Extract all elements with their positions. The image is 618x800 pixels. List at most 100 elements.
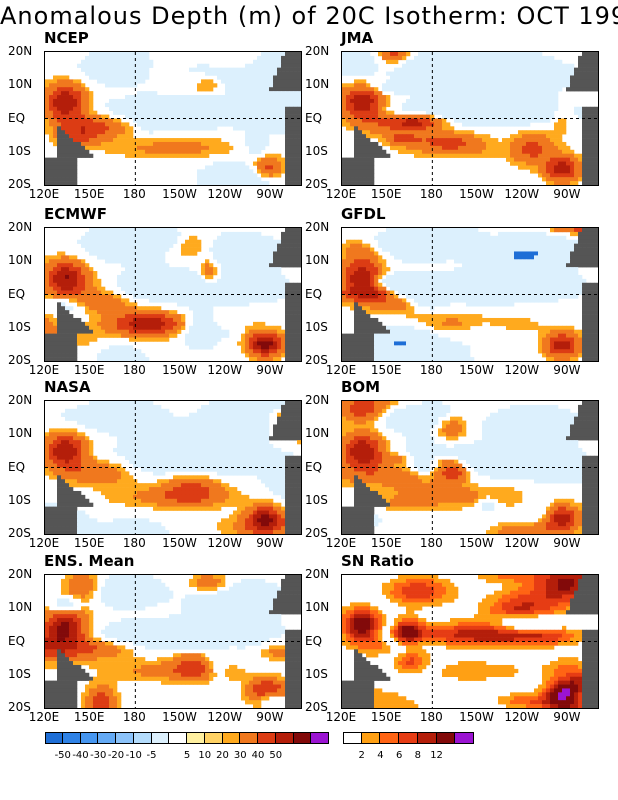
heatmap-cell <box>426 138 431 143</box>
heatmap-cell <box>53 353 58 358</box>
heatmap-cell <box>418 153 423 158</box>
heatmap-cell <box>241 294 246 299</box>
heatmap-cell <box>558 67 563 72</box>
heatmap-cell <box>362 91 367 96</box>
heatmap-cell <box>241 71 246 76</box>
heatmap-cell <box>538 83 543 88</box>
heatmap-cell <box>137 310 142 315</box>
heatmap-cell <box>273 106 278 111</box>
heatmap-cell <box>253 357 258 361</box>
heatmap-cell <box>145 91 150 96</box>
heatmap-cell <box>45 345 50 350</box>
heatmap-cell <box>522 138 527 143</box>
heatmap-cell <box>197 114 202 119</box>
heatmap-cell <box>117 55 122 61</box>
heatmap-cell <box>129 286 134 291</box>
heatmap-cell <box>406 114 411 119</box>
heatmap-cell <box>81 337 86 342</box>
heatmap-cell <box>261 95 266 100</box>
heatmap-cell <box>205 310 210 315</box>
heatmap-cell <box>510 52 515 57</box>
heatmap-cell <box>358 79 363 84</box>
heatmap-cell <box>265 286 270 291</box>
heatmap-cell <box>358 126 363 131</box>
heatmap-cell <box>446 126 451 131</box>
heatmap-cell <box>189 110 194 115</box>
heatmap-cell <box>57 134 62 139</box>
heatmap-cell <box>117 126 122 131</box>
heatmap-cell <box>522 71 527 76</box>
heatmap-cell <box>213 290 218 295</box>
heatmap-cell <box>422 55 427 61</box>
heatmap-cell <box>201 306 206 311</box>
heatmap-cell <box>554 169 559 174</box>
heatmap-cell <box>410 71 415 76</box>
heatmap-cell <box>402 106 407 111</box>
heatmap-cell <box>137 114 142 119</box>
heatmap-cell <box>518 243 523 248</box>
heatmap-cell <box>514 67 519 72</box>
heatmap-cell <box>249 282 254 287</box>
heatmap-cell <box>105 114 110 119</box>
heatmap-cell <box>57 153 62 158</box>
heatmap-cell <box>430 247 435 252</box>
heatmap-cell <box>249 106 254 111</box>
heatmap-cell <box>117 349 122 354</box>
heatmap-cell <box>486 141 491 147</box>
x-tick-label: 120E <box>28 363 60 377</box>
heatmap-cell <box>530 55 535 61</box>
heatmap-cell <box>285 298 290 303</box>
heatmap-cell <box>285 110 290 115</box>
heatmap-cell <box>45 290 50 295</box>
heatmap-cell <box>362 114 367 119</box>
heatmap-cell <box>386 138 391 143</box>
heatmap-cell <box>538 239 543 244</box>
heatmap-cell <box>594 243 598 248</box>
heatmap-cell <box>129 271 134 276</box>
heatmap-cell <box>342 181 347 185</box>
heatmap-cell <box>546 114 551 119</box>
heatmap-cell <box>125 290 130 295</box>
heatmap-cell <box>225 67 230 72</box>
heatmap-cell <box>281 290 286 295</box>
heatmap-cell <box>65 79 70 84</box>
heatmap-cell <box>193 239 198 244</box>
heatmap-cell <box>73 337 78 342</box>
heatmap-cell <box>245 165 250 170</box>
heatmap-cell <box>534 67 539 72</box>
heatmap-cell <box>261 126 266 131</box>
heatmap-cell <box>510 63 515 68</box>
heatmap-cell <box>129 149 134 154</box>
heatmap-cell <box>482 118 487 123</box>
heatmap-cell <box>69 329 74 334</box>
heatmap-cell <box>181 153 186 158</box>
heatmap-cell <box>350 114 355 119</box>
heatmap-cell <box>229 95 234 100</box>
heatmap-cell <box>93 110 98 115</box>
heatmap-cell <box>189 341 194 346</box>
heatmap-cell <box>197 314 202 319</box>
heatmap-cell <box>53 263 58 268</box>
heatmap-cell <box>57 102 62 108</box>
heatmap-cell <box>165 263 170 268</box>
heatmap-cell <box>73 259 78 264</box>
heatmap-cell <box>281 55 286 61</box>
heatmap-cell <box>121 231 126 237</box>
heatmap-cell <box>562 145 567 151</box>
heatmap-cell <box>237 110 242 115</box>
heatmap-cell <box>442 67 447 72</box>
heatmap-cell <box>530 145 535 151</box>
heatmap-cell <box>237 126 242 131</box>
heatmap-cell <box>390 75 395 80</box>
x-tick-label: 120E <box>28 187 60 201</box>
heatmap-cell <box>117 79 122 84</box>
heatmap-cell <box>261 349 266 354</box>
heatmap-cell <box>65 329 70 334</box>
heatmap-cell <box>586 239 591 244</box>
heatmap-cell <box>498 95 503 100</box>
heatmap-cell <box>342 98 347 104</box>
heatmap-cell <box>65 173 70 178</box>
heatmap-cell <box>514 71 519 76</box>
heatmap-cell <box>430 114 435 119</box>
heatmap-cell <box>65 317 70 323</box>
